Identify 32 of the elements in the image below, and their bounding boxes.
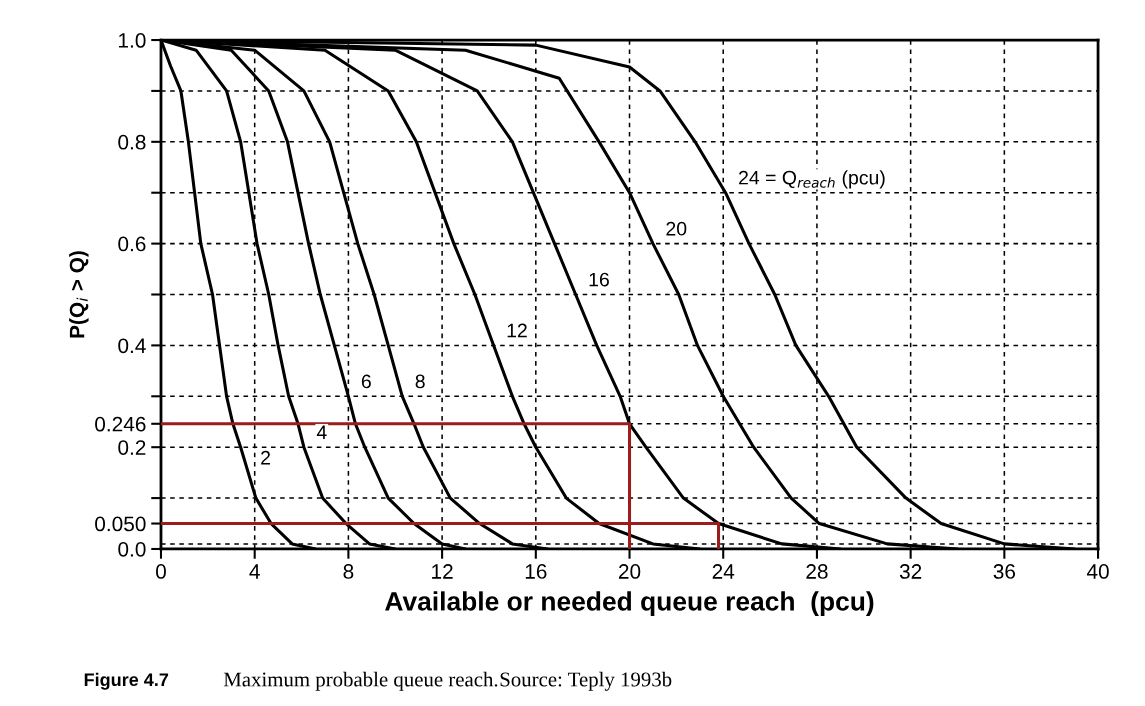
annotation: 12 — [507, 323, 527, 338]
x-tick-label: 32 — [899, 564, 922, 579]
y-tick-label: 0.050 — [95, 516, 146, 532]
annotation: 16 — [589, 272, 609, 287]
x-tick-label: 0 — [156, 564, 166, 579]
annotation: 20 — [666, 221, 687, 236]
x-tick-label: 40 — [1086, 564, 1109, 579]
y-tick-label: 0.6 — [118, 236, 146, 252]
annotation: 24 = Q$_{reach}$ (pcu) — [739, 170, 885, 189]
x-tick-label: 20 — [618, 564, 641, 579]
x-tick-label: 4 — [249, 564, 260, 579]
annotation: 2 — [261, 450, 270, 465]
x-tick-label: 8 — [343, 564, 354, 579]
text: Maximum probable queue reach. — [223, 671, 498, 691]
caption: Figure 4.7 — [84, 672, 169, 690]
x-tick-label: 12 — [432, 564, 453, 579]
annotation: 4 — [316, 425, 327, 439]
x-tick-label: 36 — [993, 564, 1016, 579]
y-tick-label: 0.246 — [95, 416, 146, 432]
y-tick-label: 0.4 — [118, 338, 146, 354]
annotation: 8 — [415, 374, 425, 389]
y-axis-title: P(Q$_{i}$ > Q) — [69, 251, 89, 338]
y-tick-label: 0.8 — [118, 134, 146, 150]
x-tick-label: 28 — [806, 564, 828, 579]
y-tick-label: 1.0 — [119, 33, 146, 48]
source-note: Source: Teply 1993b — [500, 671, 672, 691]
y-tick-label: 0.0 — [118, 541, 146, 557]
x-tick-label: 16 — [525, 564, 547, 579]
x-tick-label: 24 — [712, 564, 735, 579]
annotation: 6 — [361, 374, 371, 389]
x-axis-title: Available or needed queue reach (pcu) — [385, 591, 874, 616]
y-tick-label: 0.2 — [118, 440, 146, 455]
